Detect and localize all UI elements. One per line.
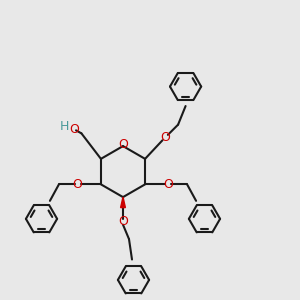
- Text: O: O: [164, 178, 173, 191]
- Text: O: O: [160, 131, 170, 144]
- Text: H: H: [59, 120, 69, 133]
- Text: O: O: [69, 123, 79, 136]
- Text: O: O: [73, 178, 82, 191]
- Polygon shape: [121, 197, 125, 208]
- Text: O: O: [118, 215, 128, 228]
- Text: O: O: [118, 138, 128, 151]
